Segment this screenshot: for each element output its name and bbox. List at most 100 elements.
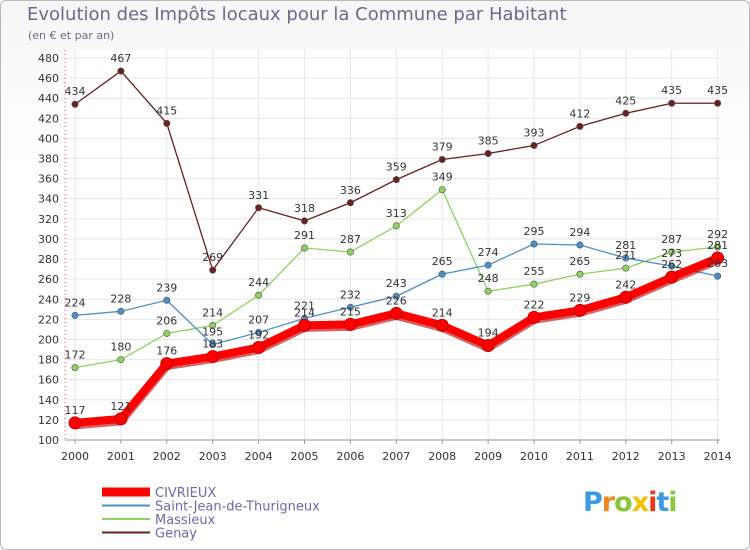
data-point — [114, 412, 128, 426]
data-point — [71, 311, 79, 319]
data-label: 265 — [569, 255, 590, 268]
data-label: 176 — [156, 345, 177, 358]
data-point — [300, 244, 308, 252]
data-label: 336 — [340, 184, 361, 197]
chart-title: Evolution des Impôts locaux pour la Comm… — [27, 4, 567, 25]
data-point — [255, 291, 263, 299]
data-point — [438, 156, 446, 164]
x-tick-label: 2014 — [704, 450, 732, 463]
data-label: 242 — [615, 278, 636, 291]
data-point — [346, 248, 354, 256]
y-tick-label: 220 — [38, 313, 59, 326]
proxiti-logo: Proxiti — [583, 487, 678, 518]
data-label: 214 — [202, 306, 223, 319]
y-tick-label: 460 — [38, 72, 59, 85]
data-label: 183 — [202, 338, 223, 351]
data-point — [484, 287, 492, 295]
x-tick-label: 2010 — [520, 450, 548, 463]
data-point — [71, 100, 79, 108]
data-label: 224 — [65, 296, 86, 309]
data-label: 434 — [65, 85, 86, 98]
data-label: 239 — [156, 281, 177, 294]
data-label: 318 — [294, 202, 315, 215]
data-label: 195 — [202, 326, 223, 339]
data-label: 379 — [432, 141, 453, 154]
data-point — [576, 241, 584, 249]
y-tick-label: 280 — [38, 253, 59, 266]
data-label: 292 — [707, 228, 728, 241]
data-label: 281 — [707, 239, 728, 252]
data-point — [392, 292, 400, 300]
y-tick-label: 360 — [38, 173, 59, 186]
data-point — [484, 150, 492, 158]
data-label: 229 — [569, 291, 590, 304]
data-point — [389, 306, 403, 320]
x-tick-label: 2003 — [199, 450, 227, 463]
data-label: 269 — [202, 251, 223, 264]
data-point — [117, 67, 125, 75]
data-point — [346, 303, 354, 311]
data-point — [668, 248, 676, 256]
data-point — [438, 270, 446, 278]
y-tick-label: 160 — [38, 374, 59, 387]
y-tick-label: 320 — [38, 213, 59, 226]
y-tick-label: 140 — [38, 394, 59, 407]
data-point — [255, 204, 263, 212]
data-label: 331 — [248, 189, 269, 202]
y-tick-label: 480 — [38, 52, 59, 65]
data-point — [206, 350, 220, 364]
y-tick-label: 400 — [38, 132, 59, 145]
data-point — [209, 266, 217, 274]
data-point — [435, 318, 449, 332]
data-label: 255 — [524, 265, 545, 278]
data-label: 273 — [661, 247, 682, 260]
data-point — [714, 243, 722, 251]
y-tick-label: 420 — [38, 112, 59, 125]
x-tick-label: 2005 — [291, 450, 319, 463]
data-point — [619, 290, 633, 304]
data-label: 291 — [294, 229, 315, 242]
x-tick-label: 2006 — [336, 450, 364, 463]
data-label: 121 — [110, 400, 131, 413]
data-label: 263 — [707, 257, 728, 270]
data-label: 265 — [432, 255, 453, 268]
x-tick-label: 2002 — [153, 450, 181, 463]
x-tick-label: 2001 — [107, 450, 135, 463]
data-label: 287 — [661, 233, 682, 246]
data-point — [252, 341, 266, 355]
data-label: 232 — [340, 288, 361, 301]
x-tick-label: 2013 — [658, 450, 686, 463]
data-point — [714, 99, 722, 107]
data-label: 467 — [110, 52, 131, 65]
data-point — [392, 176, 400, 184]
x-tick-label: 2009 — [474, 450, 502, 463]
data-point — [576, 122, 584, 130]
data-label: 393 — [524, 126, 545, 139]
chart-subtitle: (en € et par an) — [28, 29, 115, 42]
data-point — [714, 272, 722, 280]
data-point — [298, 318, 311, 332]
data-point — [117, 356, 125, 364]
data-point — [530, 280, 538, 288]
data-point — [163, 296, 171, 304]
data-label: 349 — [432, 171, 453, 184]
data-point — [530, 240, 538, 248]
data-label: 222 — [524, 298, 545, 311]
x-tick-label: 2012 — [612, 450, 640, 463]
data-point — [392, 222, 400, 230]
data-point — [668, 99, 676, 107]
y-tick-label: 440 — [38, 92, 59, 105]
plot-area — [65, 50, 720, 440]
x-tick-label: 2011 — [566, 450, 594, 463]
data-label: 287 — [340, 233, 361, 246]
data-point — [481, 339, 495, 353]
data-label: 194 — [478, 327, 499, 340]
data-label: 214 — [294, 306, 315, 319]
logo-letter: i — [668, 487, 677, 518]
data-label: 117 — [65, 404, 86, 417]
logo-letter: o — [614, 487, 633, 518]
legend-label: CIVRIEUX — [155, 486, 216, 501]
legend-label: Genay — [155, 527, 197, 542]
data-label: 425 — [615, 94, 636, 107]
x-tick-label: 2004 — [245, 450, 273, 463]
